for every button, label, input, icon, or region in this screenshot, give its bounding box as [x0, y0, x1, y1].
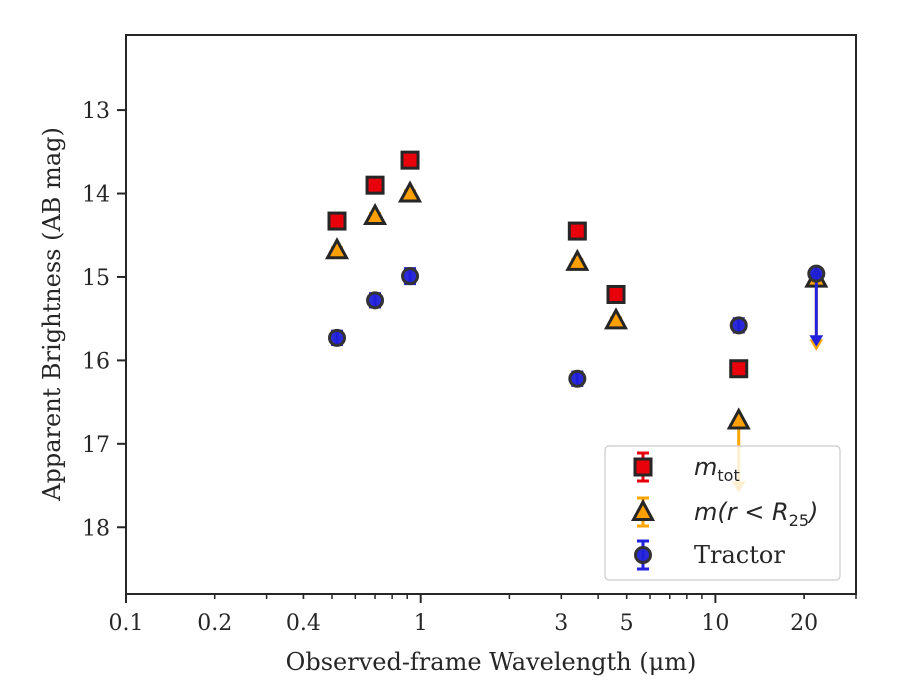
legend-label-sub: 25: [789, 511, 809, 530]
mr25-point: [603, 307, 629, 330]
y-tick-label: 17: [82, 433, 110, 458]
x-axis-label: Observed-frame Wavelength (μm): [286, 648, 697, 676]
mtot-point: [400, 150, 420, 170]
legend-label: mtot: [694, 453, 740, 485]
legend-label: Tractor: [694, 541, 785, 569]
mr25-point: [726, 407, 751, 430]
plot-frame: [125, 34, 857, 595]
mr25-point: [324, 237, 350, 260]
x-tick-label: 0.1: [109, 611, 144, 636]
tractor-point: [729, 316, 748, 335]
x-tick-label: 10: [701, 611, 729, 636]
y-tick-label: 16: [82, 349, 110, 374]
legend-label-main: Tractor: [694, 541, 785, 569]
x-tick-label: 1: [414, 611, 428, 636]
legend-label: m(r < R25): [694, 498, 818, 530]
mr25-point: [565, 248, 590, 271]
x-tick-label: 0.4: [286, 611, 321, 636]
legend-marker-triangle: [630, 498, 656, 521]
y-axis-label: Apparent Brightness (AB mag): [38, 127, 66, 502]
legend-label-sub: tot: [717, 466, 739, 485]
x-tick-label: 0.2: [197, 611, 232, 636]
mtot-point: [606, 284, 626, 304]
legend-label-tail: ): [807, 498, 818, 526]
mtot-point: [327, 211, 347, 231]
tractor-point: [366, 291, 385, 310]
y-tick-label: 13: [82, 99, 110, 124]
tractor-point: [328, 328, 347, 347]
tractor-point: [568, 369, 587, 388]
x-tick-label: 20: [790, 611, 818, 636]
legend-marker-square: [633, 457, 653, 477]
series-circle: [328, 264, 826, 388]
upper-limit-arrowhead: [809, 335, 824, 347]
tractor-point: [401, 267, 420, 286]
legend-label-main: m(r < R: [694, 498, 789, 526]
series-square: [327, 150, 749, 379]
legend-label-main: m: [694, 453, 717, 481]
y-tick-label: 18: [82, 516, 110, 541]
y-tick-label: 14: [82, 183, 110, 208]
mr25-point: [363, 202, 388, 226]
x-tick-label: 3: [554, 611, 568, 636]
tractor-point: [807, 264, 826, 283]
legend-box: [604, 445, 841, 581]
mtot-point: [567, 221, 587, 241]
x-tick-label: 5: [620, 611, 634, 636]
mtot-point: [729, 359, 749, 379]
y-tick-label: 15: [82, 266, 110, 291]
mtot-point: [365, 175, 385, 195]
legend-marker-circle: [634, 546, 652, 564]
legend: mtot m(r < R25) Tractor: [604, 445, 841, 581]
mr25-point: [398, 180, 423, 203]
